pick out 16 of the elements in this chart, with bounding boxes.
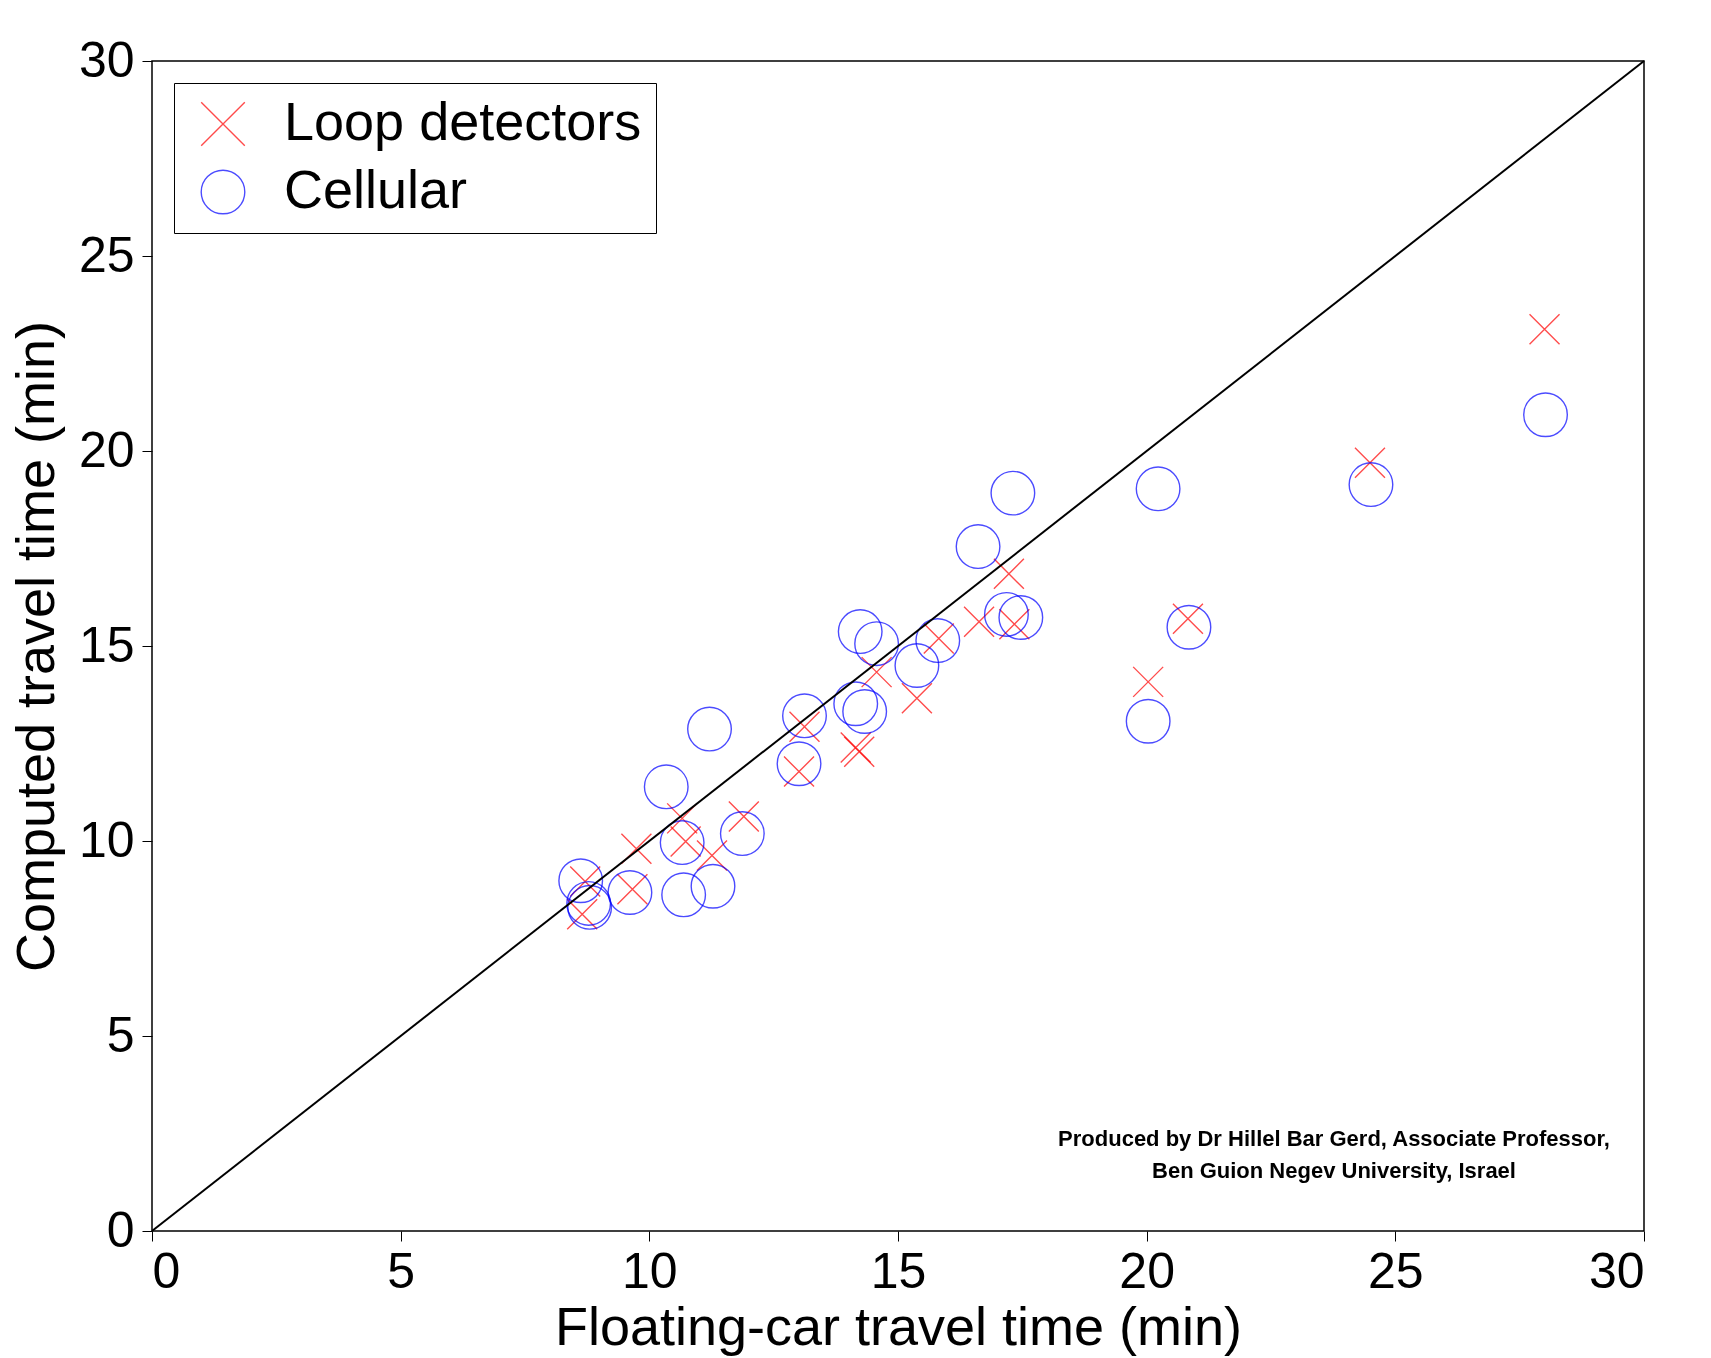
legend-label: Cellular: [284, 159, 468, 219]
y-tick-label: 0: [106, 1201, 135, 1258]
annotation: Produced by Dr Hillel Bar Gerd, Associate Professor,: [1058, 1126, 1610, 1151]
x-tick-label: 0: [152, 1242, 181, 1299]
x-tick-label: 5: [387, 1242, 416, 1299]
y-tick-label: 10: [78, 811, 135, 868]
y-tick-label: 5: [106, 1006, 135, 1063]
x-tick-label: 25: [1368, 1242, 1424, 1299]
y-tick-label: 20: [78, 421, 135, 478]
legend-label: Loop detectors: [284, 91, 642, 151]
annotation: Ben Guion Negev University, Israel: [1152, 1158, 1516, 1183]
y-tick-label: 25: [78, 226, 135, 283]
y-axis-title: Computed travel time (min): [4, 320, 65, 973]
x-tick-label: 30: [1588, 1242, 1645, 1299]
y-tick-label: 15: [78, 616, 135, 673]
y-tick-label: 30: [78, 31, 135, 88]
